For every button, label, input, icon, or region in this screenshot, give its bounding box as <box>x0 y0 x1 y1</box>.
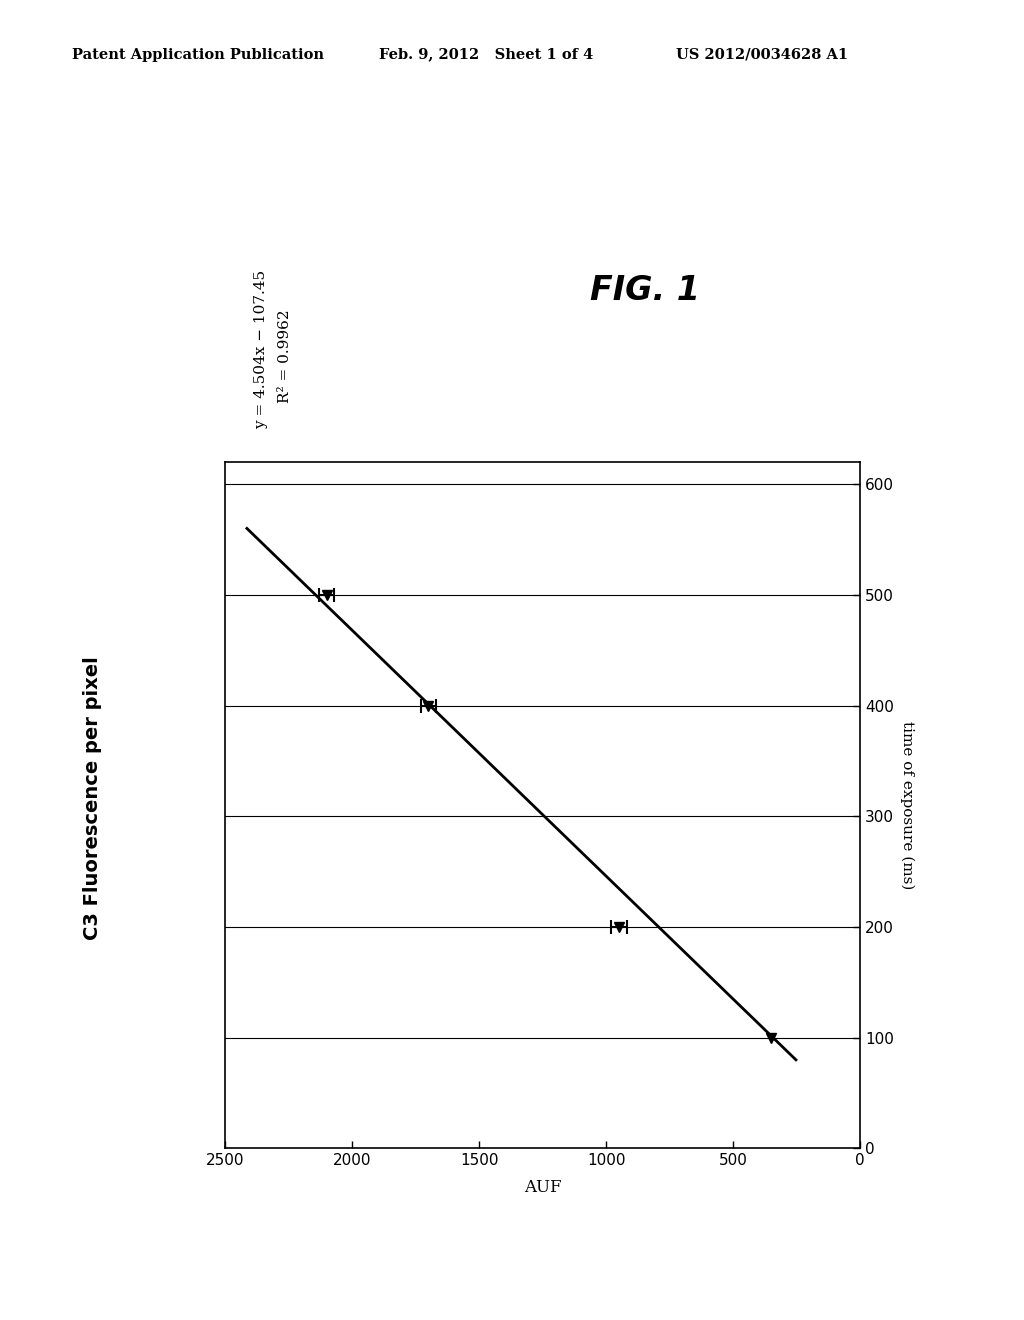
Text: Patent Application Publication: Patent Application Publication <box>72 48 324 62</box>
Text: US 2012/0034628 A1: US 2012/0034628 A1 <box>676 48 848 62</box>
X-axis label: AUF: AUF <box>524 1179 561 1196</box>
Text: R² = 0.9962: R² = 0.9962 <box>278 310 292 403</box>
Text: FIG. 1: FIG. 1 <box>590 273 700 306</box>
Text: y = 4.504x − 107.45: y = 4.504x − 107.45 <box>254 271 268 429</box>
Text: C3 Fluorescence per pixel: C3 Fluorescence per pixel <box>83 657 101 940</box>
Y-axis label: time of exposure (ms): time of exposure (ms) <box>900 721 914 890</box>
Text: Feb. 9, 2012   Sheet 1 of 4: Feb. 9, 2012 Sheet 1 of 4 <box>379 48 593 62</box>
